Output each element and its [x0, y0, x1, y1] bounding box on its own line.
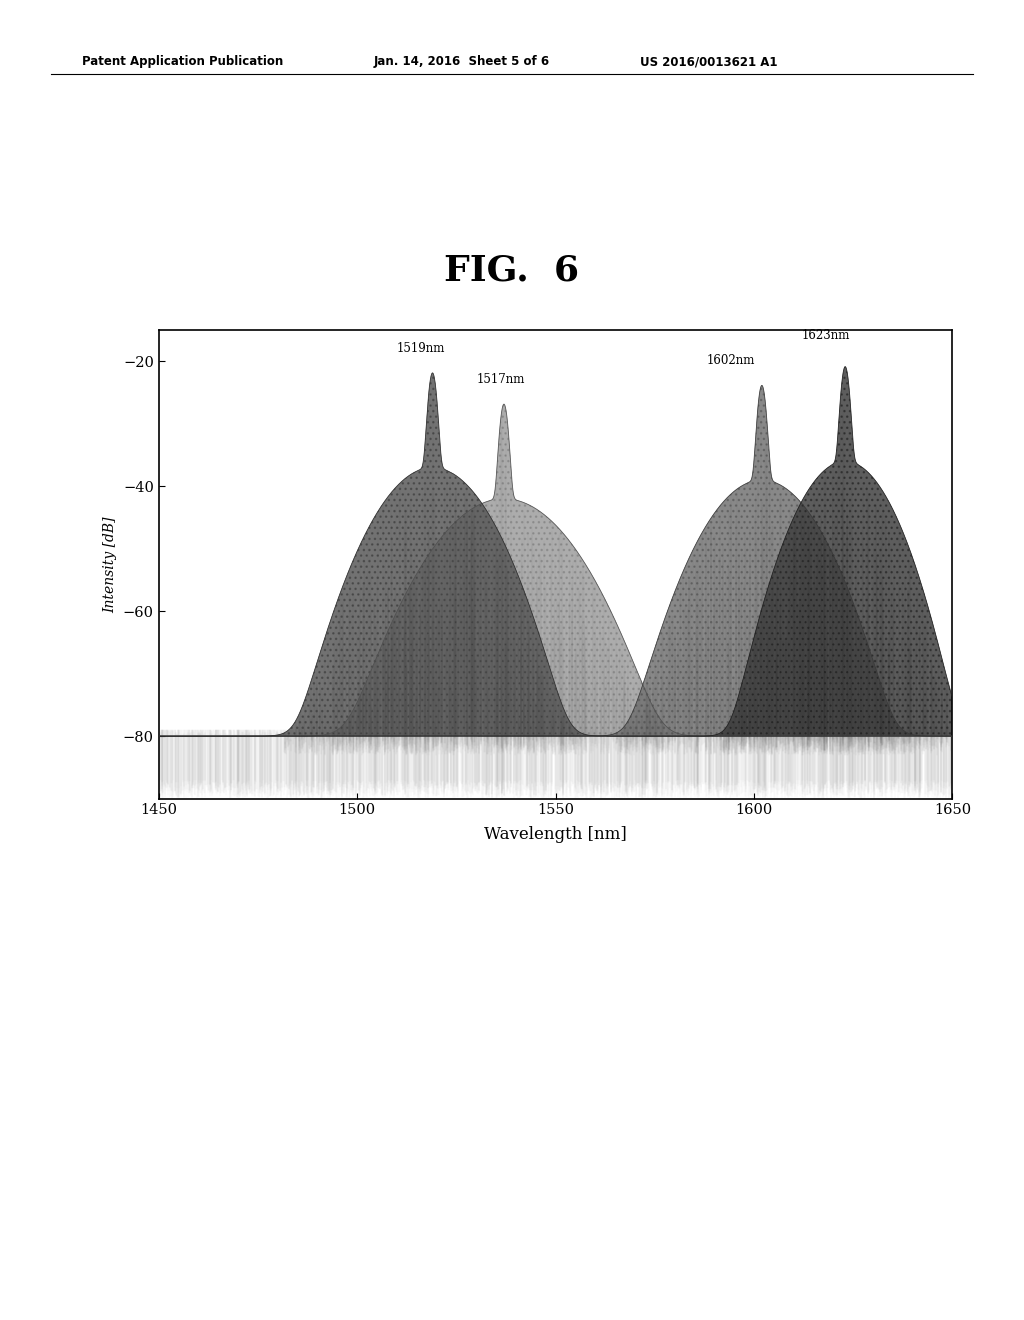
Text: FIG.  6: FIG. 6	[444, 253, 580, 288]
Text: US 2016/0013621 A1: US 2016/0013621 A1	[640, 55, 777, 69]
Y-axis label: Intensity [dB]: Intensity [dB]	[103, 516, 118, 612]
Text: 1517nm: 1517nm	[476, 374, 524, 387]
Text: 1623nm: 1623nm	[802, 330, 850, 342]
Text: Jan. 14, 2016  Sheet 5 of 6: Jan. 14, 2016 Sheet 5 of 6	[374, 55, 550, 69]
X-axis label: Wavelength [nm]: Wavelength [nm]	[484, 826, 627, 842]
Text: 1602nm: 1602nm	[707, 355, 755, 367]
Text: 1519nm: 1519nm	[397, 342, 445, 355]
Text: Patent Application Publication: Patent Application Publication	[82, 55, 284, 69]
